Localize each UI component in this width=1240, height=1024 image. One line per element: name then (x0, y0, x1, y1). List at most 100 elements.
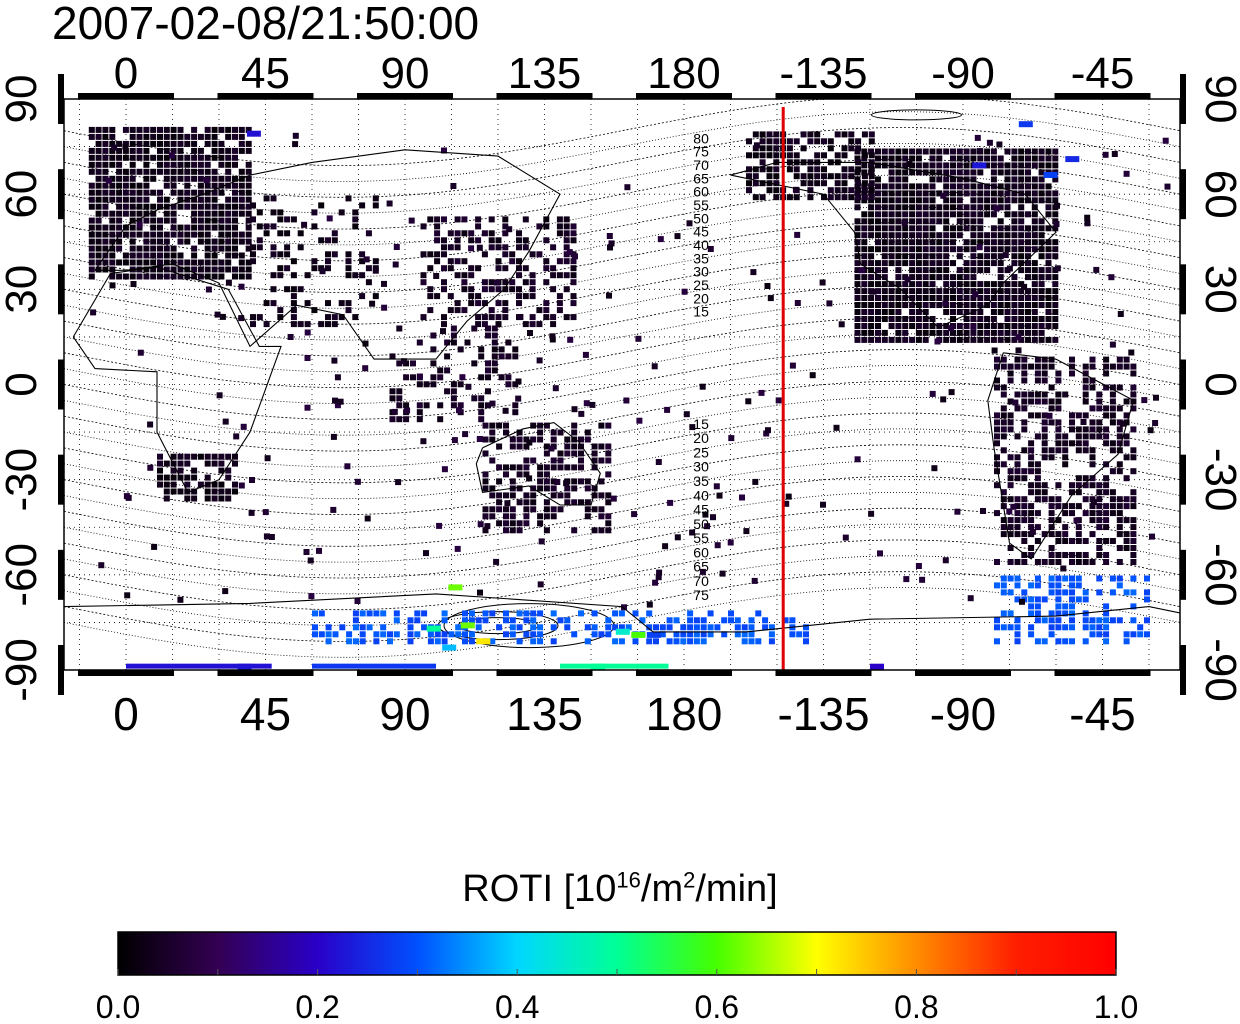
roti-cell (1018, 211, 1025, 218)
roti-cell (1062, 524, 1069, 531)
roti-cell (748, 638, 755, 645)
roti-cell (814, 180, 821, 187)
roti-cell (591, 443, 598, 450)
roti-cell (129, 140, 136, 147)
roti-cell (1034, 582, 1041, 589)
roti-cell (1109, 538, 1116, 544)
roti-cell (238, 189, 245, 196)
roti-cell (381, 280, 387, 287)
contour-label: 25 (693, 445, 709, 461)
roti-cell (522, 216, 529, 223)
coastline (730, 161, 1057, 329)
colorbar-tick-label: 0.2 (295, 989, 339, 1024)
roti-cell (984, 316, 991, 322)
roti-cell (516, 265, 522, 272)
roti-cell (759, 166, 766, 173)
roti-cell (1018, 155, 1025, 162)
roti-cell (530, 499, 537, 506)
roti-cell (116, 231, 123, 238)
roti-cell (489, 457, 496, 464)
roti-cell (1011, 246, 1018, 253)
roti-cell (1007, 559, 1014, 565)
roti-cell (1069, 596, 1075, 603)
roti-cell (1041, 398, 1048, 405)
roti-cell (875, 155, 881, 162)
roti-cell (297, 244, 304, 251)
roti-cell (270, 223, 277, 230)
roti-cell (505, 353, 512, 360)
coastline (987, 352, 1135, 560)
roti-cell (1041, 440, 1048, 447)
roti-cell (895, 295, 902, 301)
roti-cell (489, 492, 496, 499)
roti-cell (1069, 624, 1075, 631)
roti-cell (1082, 426, 1089, 433)
roti-cell (977, 288, 984, 295)
roti-cell (191, 252, 198, 259)
roti-cell (922, 197, 929, 204)
roti-cell (102, 133, 109, 140)
roti-cell (1096, 552, 1103, 558)
roti-cell (496, 520, 503, 527)
contour-label: 70 (693, 157, 709, 173)
roti-cell (948, 389, 955, 396)
roti-cell (956, 169, 963, 176)
roti-cell (639, 617, 646, 624)
roti-cell (218, 273, 225, 280)
roti-cell (766, 173, 773, 180)
contour-line (64, 587, 1180, 658)
roti-cell (1031, 246, 1038, 253)
roti-cell (403, 402, 410, 409)
roti-cell (407, 617, 414, 624)
roti-cell (509, 478, 516, 485)
frame-tick-bar-top (775, 93, 872, 99)
roti-cell (441, 638, 448, 645)
roti-cell (1014, 468, 1021, 475)
roti-cell (950, 295, 956, 301)
roti-cell (970, 323, 977, 330)
roti-cell (1103, 638, 1110, 645)
roti-cell (646, 638, 653, 645)
roti-cell (116, 182, 123, 189)
x-tick-label-top: -135 (779, 49, 867, 98)
roti-cell (888, 239, 895, 246)
roti-cell (693, 631, 700, 638)
roti-cell (1034, 538, 1041, 544)
roti-cell (854, 260, 861, 267)
roti-cell (1089, 405, 1096, 412)
roti-cell (1031, 225, 1038, 232)
roti-cell (1038, 183, 1045, 190)
roti-cell (1046, 412, 1053, 419)
roti-cell (1123, 412, 1130, 419)
frame-tick-bar-bottom (636, 670, 732, 676)
roti-cell (95, 259, 102, 266)
roti-cell (444, 388, 451, 395)
roti-cell (318, 610, 325, 617)
roti-cell (550, 638, 557, 645)
roti-cell (1004, 281, 1011, 288)
roti-cell (881, 148, 888, 155)
roti-cell (1108, 274, 1115, 281)
roti-cell (1075, 482, 1082, 489)
roti-cell (821, 138, 827, 145)
roti-cell (1019, 598, 1025, 605)
roti-cell (90, 309, 97, 316)
roti-cell (437, 367, 444, 374)
roti-cell (238, 182, 245, 189)
roti-cell (129, 259, 136, 266)
roti-cell (1089, 363, 1096, 370)
roti-cell (977, 169, 984, 176)
roti-cell (523, 506, 530, 513)
roti-cell (1000, 589, 1007, 596)
roti-cell (122, 182, 129, 189)
roti-cell (766, 131, 773, 138)
roti-cell (1045, 323, 1052, 329)
roti-cell (143, 182, 150, 189)
roti-cell (481, 230, 488, 237)
roti-cell (563, 258, 570, 265)
roti-cell (1000, 391, 1007, 398)
roti-cell (530, 422, 537, 429)
roti-cell (197, 189, 204, 196)
roti-cell (943, 197, 950, 204)
roti-cell (1018, 267, 1025, 274)
